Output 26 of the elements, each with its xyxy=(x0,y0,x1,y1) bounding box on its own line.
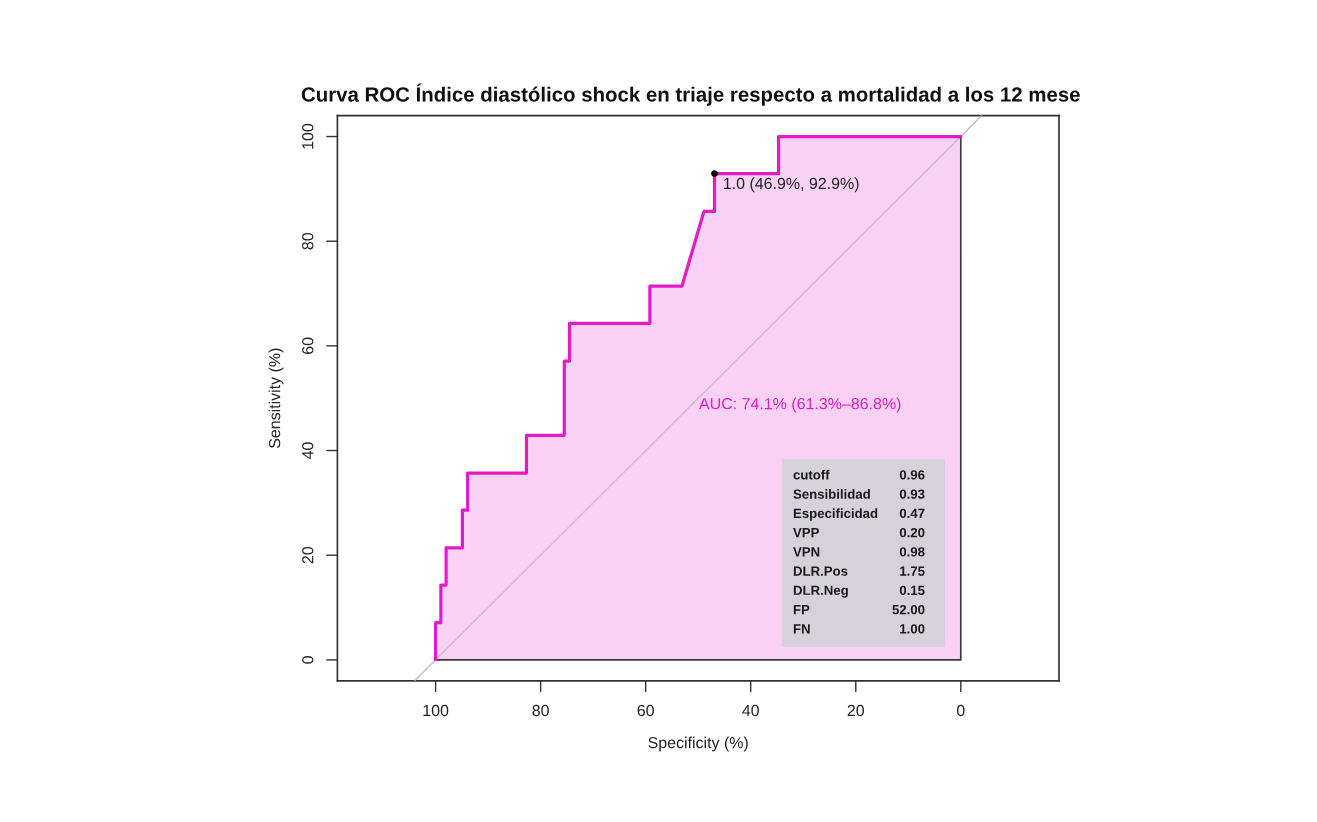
y-tick-label: 60 xyxy=(302,337,314,354)
x-axis-title: Specificity (%) xyxy=(648,736,748,752)
y-tick-label: 20 xyxy=(302,546,314,564)
y-tick-label: 40 xyxy=(302,442,314,460)
x-tick-label: 0 xyxy=(956,704,965,717)
text: FN 1.00 xyxy=(793,624,925,634)
y-tick-label: 100 xyxy=(302,123,314,149)
y-tick-label: 80 xyxy=(302,232,314,250)
x-tick-label: 60 xyxy=(637,704,654,717)
text: Sensibilidad 0.93 xyxy=(793,489,925,499)
y-axis-title: Sensitivity (%) xyxy=(268,348,284,449)
text: VPP 0.20 xyxy=(793,527,925,538)
annotation: 1.0 (46.9%, 92.9%) xyxy=(724,177,859,193)
text: DLR.Neg 0.15 xyxy=(793,585,925,598)
text: DLR.Pos 1.75 xyxy=(793,566,925,576)
chart-title: Curva ROC Índice diastólico shock en triaje respecto a mortalidad a los 12 mese xyxy=(301,83,1080,106)
text: cutoff 0.96 xyxy=(793,469,925,480)
x-tick-label: 20 xyxy=(847,704,865,717)
annotation: AUC: 74.1% (61.3%–86.8%) xyxy=(699,397,901,413)
x-tick-label: 80 xyxy=(532,704,549,717)
y-tick-label: 0 xyxy=(302,656,314,664)
text: FP 52.00 xyxy=(793,604,925,615)
x-tick-label: 100 xyxy=(423,704,449,717)
x-tick-label: 40 xyxy=(742,704,759,717)
text: VPN 0.98 xyxy=(793,547,925,557)
text: Especificidad 0.47 xyxy=(793,508,925,521)
